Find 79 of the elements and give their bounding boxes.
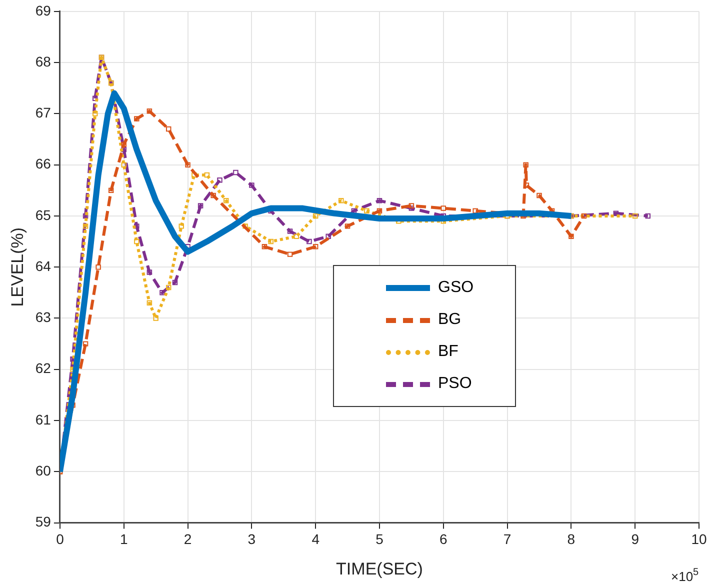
point [172,280,178,286]
point [581,213,587,219]
y-tick-label: 68 [35,53,52,70]
point [645,213,650,219]
x-tick-label: 1 [120,531,128,548]
x-tick-label: 8 [567,531,576,548]
x-tick-label: 10 [691,531,707,548]
legend-label: BG [438,311,462,329]
point [472,208,478,214]
x-tick-label: 5 [376,531,384,548]
x-tick-label: 7 [503,531,512,548]
point [185,162,190,168]
y-tick-label: 67 [35,104,52,121]
point [268,238,274,244]
point [146,300,152,306]
point [82,213,88,219]
y-tick-label: 64 [35,258,52,274]
point [312,244,318,250]
point [338,198,344,204]
point [160,290,165,296]
x-tick-label: 9 [631,531,640,548]
point [306,238,312,244]
point [82,224,88,229]
point [344,224,350,229]
point [153,316,158,321]
point [198,203,204,208]
point [376,208,382,214]
point [134,238,140,244]
point [82,341,88,346]
point [108,188,114,194]
y-tick-label: 59 [35,514,52,530]
x-tick-label: 4 [312,531,320,548]
point [92,111,98,116]
y-tick-label: 61 [35,411,52,428]
point [536,192,542,198]
y-tick-label: 62 [35,360,52,376]
point [217,178,222,183]
point [632,213,638,219]
point [146,270,152,275]
x-tick-label: 2 [184,531,192,548]
point [613,210,619,216]
point [294,234,300,240]
point [408,203,414,208]
point [121,162,126,168]
point [134,116,140,122]
point [364,208,370,214]
y-tick-label: 63 [35,309,52,326]
point [224,198,229,204]
point [523,162,528,168]
point [312,213,318,219]
point [233,170,238,176]
point [376,198,382,204]
legend-label: PSO [438,375,472,393]
y-axis-title: LEVEL(%) [8,227,27,307]
point [249,182,254,188]
point [178,224,184,229]
point [204,172,210,178]
point [568,234,574,240]
point [146,108,152,114]
point [326,234,331,240]
x-tick-label: 0 [56,531,64,548]
point [166,284,172,290]
y-tick-label: 65 [35,206,52,223]
point [287,252,293,257]
point [408,206,414,211]
legend-label: GSO [438,279,474,297]
x-tick-label: 6 [439,531,448,548]
y-tick-label: 60 [35,462,52,479]
legend-label: BF [438,343,458,361]
point [166,126,172,132]
point [440,206,446,211]
x-tick-label: 3 [248,531,256,548]
x-axis-title: TIME(SEC) [336,559,423,578]
y-tick-label: 69 [35,2,52,18]
y-tick-label: 66 [35,156,52,172]
point [96,264,101,270]
point [287,228,293,234]
point [92,96,98,101]
point [262,244,268,250]
